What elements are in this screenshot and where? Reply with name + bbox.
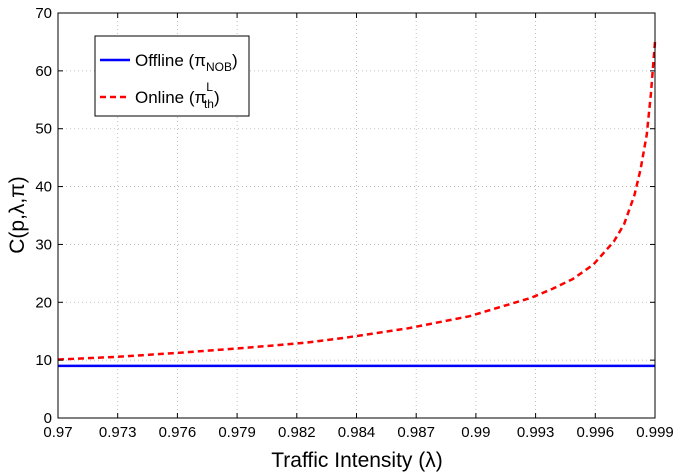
legend-offline-name: Offline (π [135, 51, 206, 70]
x-tick-label: 0.999 [636, 424, 674, 441]
legend-online-sub: th [204, 97, 214, 111]
y-axis-label: C(p,λ,π) [6, 176, 29, 254]
y-tick-label: 10 [35, 352, 52, 369]
legend: Offline (πNOB) Online (πL th) [94, 35, 250, 117]
x-tick-label: 0.982 [278, 424, 316, 441]
y-tick-label: 20 [35, 294, 52, 311]
x-tick-label: 0.99 [461, 424, 490, 441]
legend-offline-tail: ) [232, 51, 238, 70]
ticks: 0.97 0.973 0.976 0.979 0.982 0.984 0.987 0.99 0.… [35, 5, 673, 441]
x-axis-label: Traffic Intensity (λ) [271, 449, 443, 472]
x-tick-label: 0.996 [577, 424, 615, 441]
series-line-online [57, 41, 657, 361]
legend-online-sup: L [206, 80, 213, 94]
series-layer [57, 41, 657, 368]
y-tick-label: 60 [35, 63, 52, 80]
legend-box [94, 35, 250, 117]
x-tick-label: 0.973 [99, 424, 137, 441]
x-tick-label: 0.976 [159, 424, 197, 441]
legend-label-online: Online (πL th) [135, 80, 220, 111]
legend-online-name: Online (π [135, 88, 206, 107]
x-tick-label: 0.979 [218, 424, 256, 441]
x-tick-label: 0.987 [397, 424, 435, 441]
y-tick-label: 30 [35, 236, 52, 253]
y-tick-label: 40 [35, 179, 52, 196]
y-tick-label: 0 [44, 410, 52, 427]
x-tick-label: 0.984 [338, 424, 376, 441]
y-tick-label: 50 [35, 121, 52, 138]
legend-label-offline: Offline (πNOB) [135, 51, 238, 74]
x-tick-label: 0.993 [517, 424, 555, 441]
legend-offline-sub: NOB [206, 60, 232, 74]
x-tick-label: 0.97 [43, 424, 72, 441]
y-tick-label: 70 [35, 5, 52, 22]
legend-online-tail: ) [214, 88, 220, 107]
